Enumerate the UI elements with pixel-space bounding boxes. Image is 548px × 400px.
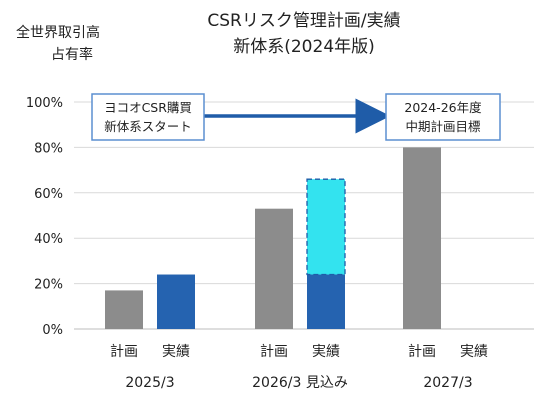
y-tick-label: 40% [34, 232, 63, 247]
y-tick-label: 0% [42, 323, 63, 338]
start-annotation-line2: 新体系スタート [104, 119, 192, 134]
chart-subtitle: 新体系(2024年版) [233, 37, 375, 57]
y-tick-label: 20% [34, 278, 63, 293]
y-axis-label-line2: 占有率 [51, 46, 93, 63]
projected-bar-segment [306, 178, 346, 276]
y-tick-label: 60% [34, 187, 63, 202]
group-label: 2025/3 [125, 375, 174, 391]
bar-category-label: 実績 [162, 344, 190, 360]
target-annotation-line2: 中期計画目標 [405, 119, 481, 134]
bar-category-label: 計画 [110, 344, 138, 360]
start-annotation-box [91, 93, 205, 141]
group-label: 2026/3 見込み [252, 375, 348, 391]
bar [307, 274, 345, 329]
y-tick-labels: 0% 20% 40% 60% 80% 100% [26, 96, 63, 338]
start-annotation-line1: ヨコオCSR購買 [104, 100, 192, 115]
bar [255, 208, 293, 329]
target-annotation-line1: 2024-26年度 [404, 100, 482, 115]
y-axis-label-line1: 全世界取引高 [16, 24, 100, 41]
x-labels: 計画 実績 2025/3 計画 実績 2026/3 見込み 計画 実績 2027/3 [110, 344, 488, 391]
bar-category-label: 計画 [408, 344, 436, 360]
bar [157, 274, 195, 329]
bar-category-label: 計画 [260, 344, 288, 360]
chart-title: CSRリスク管理計画/実績 [207, 11, 400, 31]
target-annotation-box [385, 93, 501, 141]
bar-layer [105, 147, 441, 329]
bar [403, 147, 441, 329]
bar [105, 290, 143, 329]
group-label: 2027/3 [423, 375, 472, 391]
y-tick-label: 80% [34, 141, 63, 156]
y-tick-label: 100% [26, 96, 63, 111]
bar-category-label: 実績 [460, 344, 488, 360]
bar-category-label: 実績 [312, 344, 340, 360]
